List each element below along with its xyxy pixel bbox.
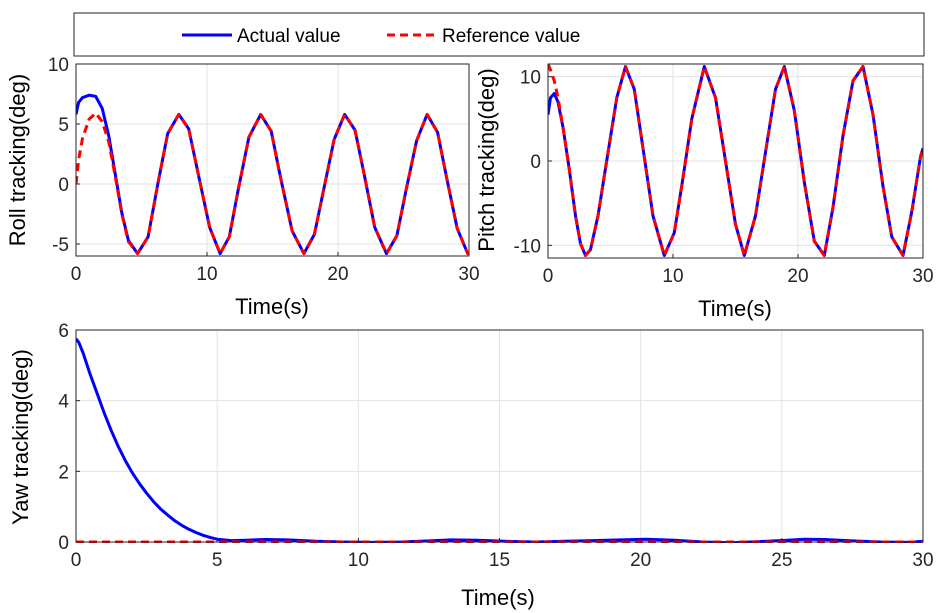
yaw-x-tick-label: 15 <box>489 550 510 571</box>
yaw-x-tick-label: 20 <box>630 550 651 571</box>
roll-reference-series-line <box>76 111 469 256</box>
pitch-x-tick-label: 20 <box>787 266 808 287</box>
pitch-y-axis-label: Pitch tracking(deg) <box>474 68 499 251</box>
pitch-reference-series-line <box>548 63 923 257</box>
yaw-tracking-panel: 0 5 10 15 20 25 30 0 2 4 6 Time(s) Yaw tracking(de… <box>8 321 934 610</box>
yaw-x-tick-label: 10 <box>348 550 369 571</box>
yaw-x-tick-label: 30 <box>912 550 933 571</box>
yaw-axes-box <box>75 329 924 543</box>
yaw-x-tick-label: 5 <box>212 550 223 571</box>
roll-y-tick-label: -5 <box>52 235 69 256</box>
pitch-x-tick-label: 0 <box>543 266 554 287</box>
pitch-x-tick-label: 10 <box>662 266 683 287</box>
roll-axes-box <box>75 63 470 257</box>
yaw-y-axis-label: Yaw tracking(deg) <box>8 349 33 525</box>
legend: Actual value Reference value <box>73 12 925 57</box>
roll-y-tick-label: 0 <box>58 175 69 196</box>
yaw-x-tick-label: 0 <box>71 550 82 571</box>
roll-x-axis-label: Time(s) <box>235 294 309 319</box>
roll-x-tick-label: 30 <box>458 264 479 285</box>
pitch-x-tick-label: 30 <box>912 266 933 287</box>
yaw-x-axis-label: Time(s) <box>461 585 535 610</box>
yaw-y-tick-label: 2 <box>58 462 69 483</box>
pitch-axes-box <box>547 63 924 259</box>
pitch-x-axis-label: Time(s) <box>698 296 772 321</box>
pitch-y-tick-label: 0 <box>530 152 541 173</box>
roll-y-axis-label: Roll tracking(deg) <box>5 74 30 246</box>
yaw-y-tick-label: 4 <box>58 392 69 413</box>
roll-x-tick-label: 10 <box>196 264 217 285</box>
pitch-y-tick-label: -10 <box>514 236 541 257</box>
legend-actual-label: Actual value <box>237 26 341 47</box>
legend-reference-label: Reference value <box>442 26 580 47</box>
yaw-y-tick-label: 0 <box>58 533 69 554</box>
yaw-x-tick-label: 25 <box>771 550 792 571</box>
roll-y-tick-label: 10 <box>48 55 69 76</box>
pitch-y-tick-label: 10 <box>520 68 541 89</box>
roll-x-tick-label: 20 <box>327 264 348 285</box>
roll-x-tick-label: 0 <box>71 264 82 285</box>
yaw-y-tick-label: 6 <box>58 321 69 342</box>
roll-y-tick-label: 5 <box>58 115 69 136</box>
